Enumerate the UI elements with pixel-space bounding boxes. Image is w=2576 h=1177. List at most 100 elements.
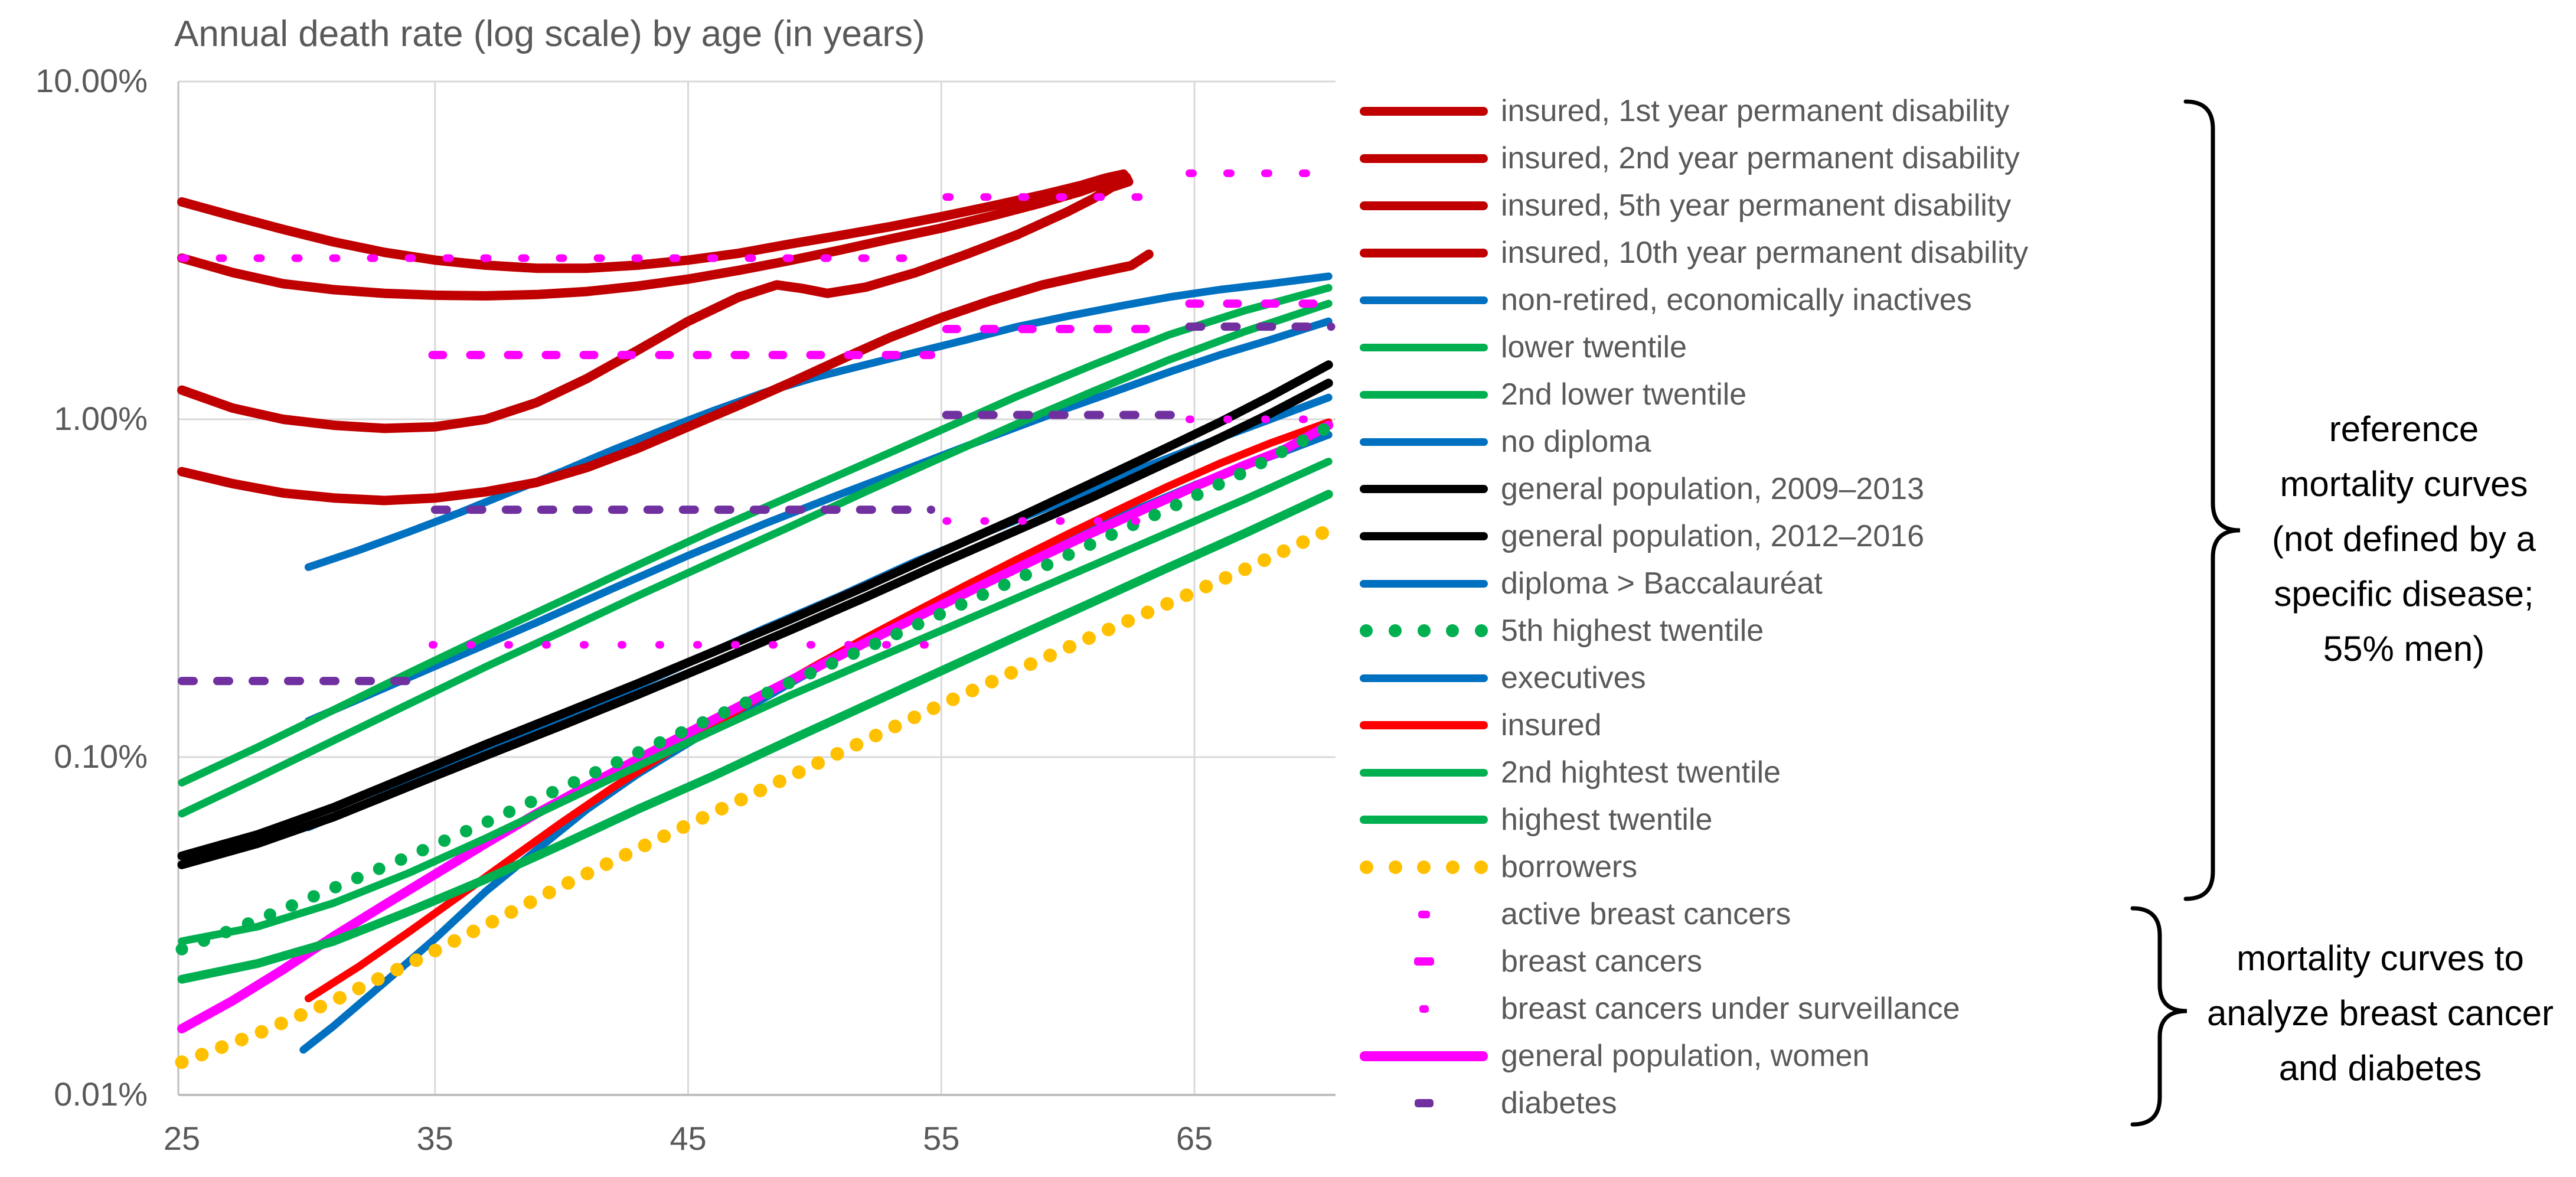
legend-marker-line <box>1360 721 1488 729</box>
annotation-line: 55% men) <box>2323 629 2485 669</box>
legend-dash-swatch <box>1418 910 1430 918</box>
legend-marker-line <box>1360 768 1488 777</box>
curve-2nd-hightest-twentile <box>178 458 1333 945</box>
y-tick-label: 0.10% <box>54 738 148 775</box>
curve-lower-twentile <box>178 283 1333 787</box>
legend-line-swatch <box>1360 248 1488 257</box>
legend-line-swatch <box>1360 674 1488 682</box>
chart-title: Annual death rate (log scale) by age (in… <box>174 14 925 54</box>
legend-row: active breast cancers <box>1360 891 1791 938</box>
legend-line-swatch <box>1360 579 1488 588</box>
legend-dash-swatch <box>1414 1099 1434 1107</box>
legend-row: diploma > Baccalauréat <box>1360 560 1823 607</box>
legend-label: non-retired, economically inactives <box>1501 283 1972 317</box>
legend-marker-line <box>1360 485 1488 493</box>
curve-2nd-lower-twentile <box>178 299 1333 818</box>
legend-row: general population, 2012–2016 <box>1360 513 1924 560</box>
legend-marker-line <box>1360 296 1488 304</box>
legend-dot <box>1388 624 1402 637</box>
reference-annotation: reference mortality curves (not defined … <box>2232 402 2576 676</box>
legend-dot <box>1475 624 1488 637</box>
curve-5th-highest-twentile <box>175 420 1335 956</box>
legend-row: 5th highest twentile <box>1360 607 1764 654</box>
legend-label: active breast cancers <box>1501 897 1791 931</box>
legend-marker-line <box>1360 154 1488 163</box>
x-tick-label: 35 <box>416 1120 453 1157</box>
legend-row: general population, 2009–2013 <box>1360 465 1924 513</box>
legend-dot <box>1417 624 1431 637</box>
legend-row: non-retired, economically inactives <box>1360 276 1972 324</box>
legend-row: insured, 10th year permanent disability <box>1360 229 2028 276</box>
y-tick-label: 1.00% <box>54 400 148 437</box>
annotation-line: specific disease; <box>2274 574 2534 614</box>
legend-row: lower twentile <box>1360 324 1687 371</box>
legend-marker-line <box>1360 816 1488 824</box>
legend-marker-line <box>1360 532 1488 540</box>
legend-dot <box>1445 860 1460 874</box>
legend-label: breast cancers under surveillance <box>1501 992 1960 1026</box>
legend-dash-swatch <box>1419 1005 1429 1013</box>
legend-label: insured, 5th year permanent disability <box>1501 188 2012 223</box>
x-tick-label: 55 <box>923 1120 960 1157</box>
legend-marker-dots <box>1360 860 1488 874</box>
steps-breast-cancers-under-surveillance <box>428 415 1336 649</box>
legend-marker-line <box>1360 248 1488 257</box>
legend-label: insured <box>1501 708 1602 742</box>
steps-diabetes <box>178 322 1336 686</box>
legend-line-swatch <box>1360 390 1488 399</box>
legend-line-swatch <box>1360 296 1488 304</box>
legend-marker-line <box>1360 390 1488 399</box>
legend-label: general population, 2009–2013 <box>1501 472 1925 506</box>
legend-row: breast cancers under surveillance <box>1360 985 1960 1032</box>
curve-insured-10th-year-permanent-disability <box>177 249 1154 506</box>
legend-row: diabetes <box>1360 1080 1617 1127</box>
legend-dot <box>1446 624 1460 637</box>
legend-row: insured <box>1360 702 1602 749</box>
legend-line-swatch <box>1360 1051 1488 1061</box>
legend-line-swatch <box>1360 485 1488 493</box>
y-tick-label: 10.00% <box>35 62 148 99</box>
legend-row: no diploma <box>1360 418 1651 465</box>
legend-line-swatch <box>1360 816 1488 824</box>
legend-row: 2nd lower twentile <box>1360 371 1746 418</box>
legend-dash-wrap <box>1360 957 1488 966</box>
legend-label: no diploma <box>1501 425 1651 459</box>
x-tick-label: 45 <box>670 1120 707 1157</box>
legend-label: borrowers <box>1501 850 1638 884</box>
legend-row: borrowers <box>1360 843 1637 891</box>
analyze-annotation: mortality curves to analyze breast cance… <box>2185 931 2576 1096</box>
legend-label: lower twentile <box>1501 330 1687 364</box>
curve-highest-twentile <box>177 490 1333 984</box>
steps-active-breast-cancers <box>178 169 1336 262</box>
legend-marker-line <box>1360 201 1488 210</box>
legend-label: diabetes <box>1501 1086 1617 1120</box>
legend-row: executives <box>1360 654 1646 702</box>
legend-marker-dash <box>1360 910 1488 918</box>
legend-line-swatch <box>1360 438 1488 446</box>
legend-marker-dash <box>1360 957 1488 966</box>
legend-dot <box>1360 860 1373 874</box>
legend-label: breast cancers <box>1501 944 1703 979</box>
legend-label: 2nd lower twentile <box>1501 377 1747 412</box>
legend-dots-swatch <box>1360 860 1488 874</box>
x-tick-label: 65 <box>1176 1120 1213 1157</box>
legend-marker-dash <box>1360 1099 1488 1107</box>
legend-label: general population, 2012–2016 <box>1501 519 1925 553</box>
legend-dots-swatch <box>1360 624 1488 637</box>
legend-line-swatch <box>1360 721 1488 729</box>
legend-marker-line <box>1360 106 1488 116</box>
legend-label: highest twentile <box>1501 803 1713 837</box>
legend-row: insured, 5th year permanent disability <box>1360 182 2011 229</box>
legend-dash-wrap <box>1360 910 1488 918</box>
legend-label: insured, 1st year permanent disability <box>1501 94 2010 128</box>
legend-marker-dash <box>1360 1005 1488 1013</box>
legend-row: highest twentile <box>1360 796 1712 843</box>
legend-label: 5th highest twentile <box>1501 614 1764 648</box>
legend-marker-dots <box>1360 624 1488 637</box>
legend-line-swatch <box>1360 343 1488 351</box>
legend-marker-line <box>1360 438 1488 446</box>
legend-dot <box>1474 860 1488 874</box>
